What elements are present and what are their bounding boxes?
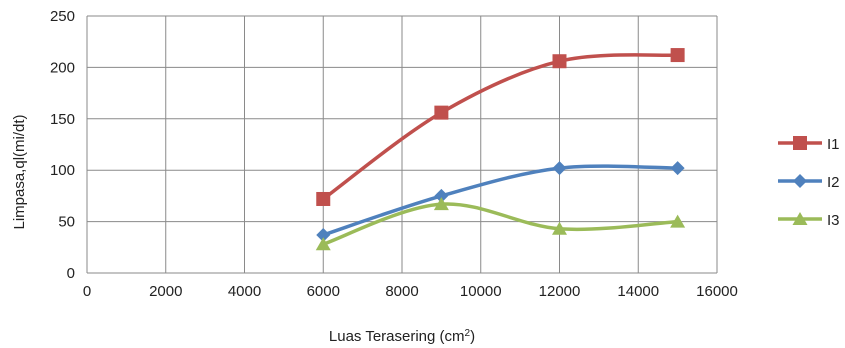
x-tick-label: 10000	[460, 283, 502, 300]
y-tick-label: 100	[50, 162, 75, 179]
legend-entry: I1	[778, 136, 840, 153]
x-tick-label: 2000	[149, 283, 182, 300]
data-point	[553, 161, 567, 175]
y-tick-label: 200	[50, 59, 75, 76]
y-tick-label: 150	[50, 111, 75, 128]
x-axis-title: Luas Terasering (cm2)	[329, 328, 475, 346]
data-point	[553, 54, 567, 68]
series-i2	[316, 161, 684, 242]
x-axis-title-suffix: )	[470, 328, 475, 345]
legend-label: I2	[827, 174, 840, 191]
legend-entry: I3	[778, 212, 840, 229]
x-axis-title-main: Luas Terasering (cm	[329, 328, 465, 345]
y-tick-label: 0	[67, 265, 75, 282]
series-i1	[316, 48, 684, 206]
legend-marker	[793, 136, 807, 150]
data-point	[434, 106, 448, 120]
x-tick-label: 16000	[696, 283, 738, 300]
legend-label: I1	[827, 136, 840, 153]
x-tick-label: 0	[83, 283, 91, 300]
axes: 0 2000 4000 6000 8000 10000 12000 14000 16000 0 50…	[50, 8, 738, 300]
x-tick-label: 6000	[307, 283, 340, 300]
series-line	[323, 166, 677, 235]
data-point	[671, 161, 685, 175]
data-point	[671, 48, 685, 62]
series-line	[323, 55, 677, 199]
x-tick-label: 12000	[539, 283, 581, 300]
y-tick-label: 50	[58, 214, 75, 231]
data-point	[316, 192, 330, 206]
legend-marker	[793, 174, 807, 188]
x-tick-label: 14000	[617, 283, 659, 300]
x-tick-label: 8000	[385, 283, 418, 300]
y-axis-title: Limpasa,ql(mi/dt)	[11, 114, 28, 229]
series-line	[323, 204, 677, 244]
legend: I1 I2 I3	[778, 136, 840, 229]
y-tick-label: 250	[50, 8, 75, 25]
series-layer	[316, 48, 685, 250]
legend-entry: I2	[778, 174, 840, 191]
series-i3	[316, 197, 685, 250]
legend-label: I3	[827, 212, 840, 229]
x-tick-label: 4000	[228, 283, 261, 300]
